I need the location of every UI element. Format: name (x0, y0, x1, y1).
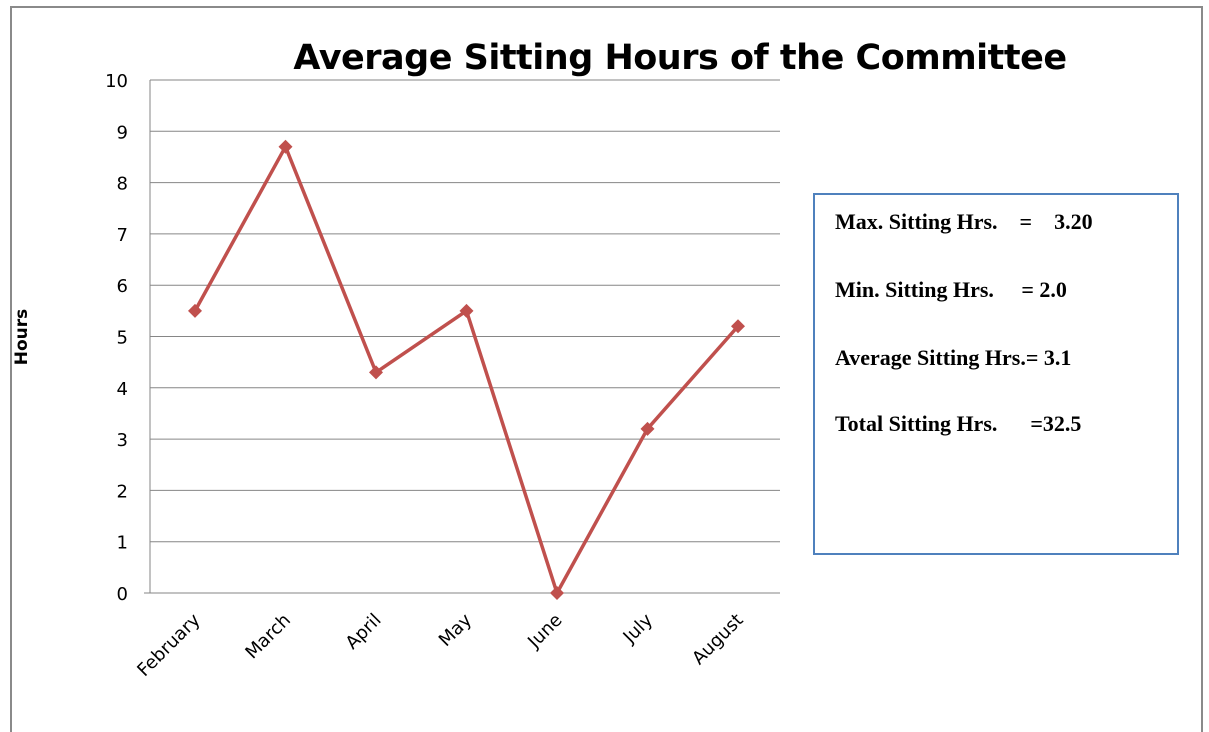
series-line (193, 144, 740, 595)
data-point (369, 365, 383, 380)
y-tick-label: 1 (117, 533, 128, 554)
min-sitting-hours: Min. Sitting Hrs. = 2.0 (835, 277, 1067, 302)
data-point (188, 303, 202, 318)
x-tick-label: May (435, 609, 476, 650)
x-tick-label: July (619, 609, 658, 648)
y-tick-label: 5 (117, 328, 128, 349)
data-point (550, 586, 564, 600)
data-point (731, 319, 745, 334)
x-tick-label: June (523, 610, 566, 653)
y-tick-label: 8 (117, 174, 128, 195)
data-point (278, 139, 293, 154)
data-point (459, 303, 474, 318)
x-tick-label: April (342, 610, 386, 654)
y-tick-label: 9 (117, 122, 128, 143)
y-tick-label: 6 (117, 276, 128, 297)
x-tick-label: March (241, 610, 295, 664)
total-sitting-hours: Total Sitting Hrs. =32.5 (835, 411, 1082, 436)
summary-box: Max. Sitting Hrs. = 3.20 Min. Sitting Hr… (813, 193, 1179, 555)
average-sitting-hours: Average Sitting Hrs.= 3.1 (835, 345, 1072, 370)
y-tick-label: 2 (117, 481, 128, 502)
chart-frame (10, 6, 1203, 732)
max-sitting-hours: Max. Sitting Hrs. = 3.20 (835, 209, 1093, 234)
data-point (640, 421, 655, 436)
y-tick-label: 7 (117, 225, 128, 246)
x-tick-label: August (688, 610, 747, 669)
x-tick-label: February (133, 609, 204, 680)
y-tick-label: 0 (117, 584, 128, 605)
y-tick-label: 3 (117, 430, 128, 451)
chart-title: Average Sitting Hours of the Committee (293, 38, 1067, 78)
y-tick-label: 4 (117, 379, 128, 400)
y-tick-label: 10 (105, 71, 128, 92)
